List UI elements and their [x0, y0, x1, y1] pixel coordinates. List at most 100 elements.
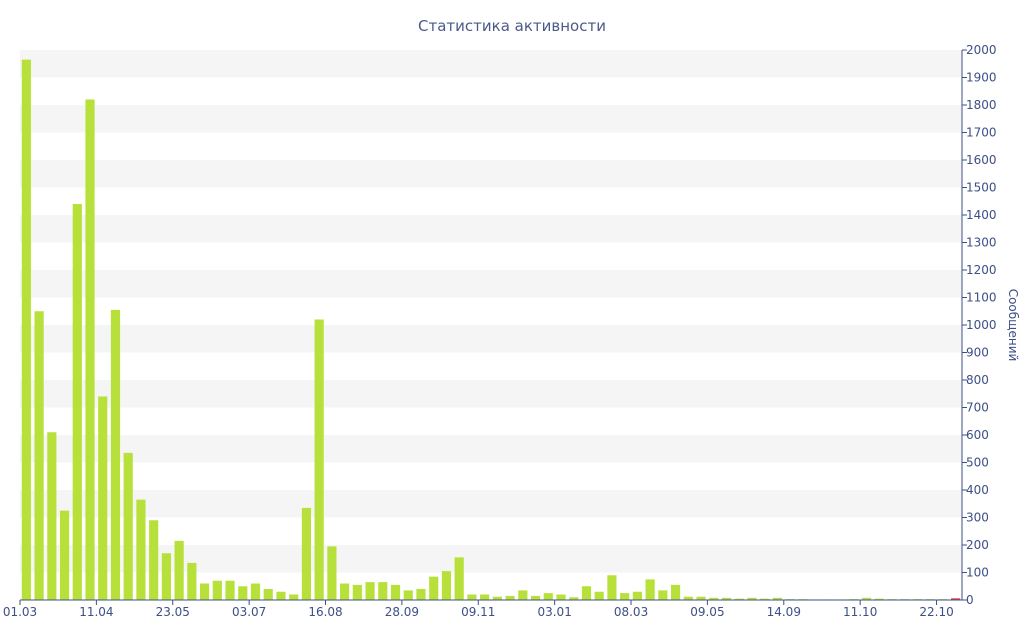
bar [594, 591, 604, 600]
grid-band [20, 270, 962, 298]
bar [340, 583, 350, 600]
bar [467, 594, 477, 600]
y-tick-label: 500 [966, 456, 989, 470]
y-tick-label: 1200 [966, 263, 997, 277]
bar [721, 597, 732, 600]
bar [581, 586, 592, 600]
y-tick-label: 400 [966, 483, 989, 497]
bar [85, 99, 95, 600]
y-tick-label: 1800 [966, 98, 997, 112]
bar [530, 595, 541, 601]
grid-band [20, 490, 962, 518]
grid-band [20, 105, 962, 133]
y-axis-ticks: 0 100 200 300 400 500 600 700 800 900 1000 1100 1200… [962, 43, 997, 607]
bar [200, 583, 210, 600]
bar [658, 590, 668, 601]
bar [110, 309, 121, 601]
chart-title: Статистика активности [418, 17, 606, 35]
bar [72, 204, 82, 600]
bar [136, 499, 146, 601]
x-tick-label: 11.04 [79, 605, 113, 619]
y-tick-label: 100 [966, 566, 989, 580]
grid-band [20, 215, 962, 243]
grid-band [20, 545, 962, 573]
bar [441, 571, 452, 601]
bar [772, 597, 783, 600]
grid-band [20, 435, 962, 463]
y-tick-label: 1000 [966, 318, 997, 332]
bar [390, 584, 401, 601]
bar [225, 580, 235, 600]
bar [212, 580, 222, 600]
y-tick-label: 0 [966, 593, 974, 607]
bar [429, 576, 439, 601]
bar [352, 584, 362, 601]
bar [276, 591, 286, 600]
x-axis-ticks: 01.03 11.04 23.05 03.07 16.08 28.09 09.11 03.01… [3, 600, 954, 619]
bar [760, 598, 770, 601]
y-axis-title: Сообщений [1006, 289, 1020, 362]
bar [123, 452, 133, 601]
grid-band [20, 325, 962, 353]
grid-band [20, 50, 962, 78]
x-tick-label: 11.10 [843, 605, 877, 619]
bar [874, 598, 884, 601]
bar [632, 591, 642, 600]
bar [378, 582, 388, 601]
bar [951, 598, 961, 600]
y-tick-label: 800 [966, 373, 989, 387]
x-tick-label: 14.09 [767, 605, 801, 619]
bar [683, 596, 693, 600]
bar [556, 594, 566, 600]
bar [671, 584, 681, 601]
bar [543, 593, 553, 601]
bar [416, 589, 426, 600]
y-tick-label: 2000 [966, 43, 997, 57]
bar [161, 553, 171, 600]
bar [289, 594, 299, 600]
bar [709, 597, 719, 600]
grid-bands [20, 50, 962, 573]
bar [174, 540, 184, 601]
grid-band [20, 160, 962, 188]
y-tick-label: 1300 [966, 236, 997, 250]
x-tick-label: 01.03 [3, 605, 37, 619]
y-tick-label: 900 [966, 346, 989, 360]
bar [149, 520, 159, 600]
x-tick-label: 09.05 [690, 605, 724, 619]
y-tick-label: 1900 [966, 71, 997, 85]
x-tick-label: 03.01 [537, 605, 571, 619]
y-tick-label: 600 [966, 428, 989, 442]
x-tick-label: 09.11 [461, 605, 495, 619]
bar [645, 579, 655, 601]
bar [569, 597, 579, 600]
bar [301, 507, 312, 601]
bar [98, 396, 108, 600]
y-tick-label: 1400 [966, 208, 997, 222]
x-tick-label: 08.03 [614, 605, 648, 619]
y-tick-label: 1600 [966, 153, 997, 167]
bar [696, 596, 706, 600]
x-tick-label: 23.05 [156, 605, 190, 619]
x-tick-label: 16.08 [308, 605, 342, 619]
bar [480, 594, 490, 600]
y-tick-label: 700 [966, 401, 989, 415]
bar [403, 590, 413, 601]
bar [747, 597, 757, 600]
bar [21, 59, 31, 601]
x-tick-label: 03.07 [232, 605, 266, 619]
bar [327, 546, 337, 601]
bar [518, 590, 528, 601]
y-tick-label: 1500 [966, 181, 997, 195]
bar [861, 597, 872, 600]
bar [187, 562, 197, 601]
bar [454, 557, 464, 601]
x-tick-label: 28.09 [385, 605, 419, 619]
bar [607, 575, 617, 600]
y-tick-label: 200 [966, 538, 989, 552]
bar [34, 311, 44, 600]
y-tick-label: 300 [966, 511, 989, 525]
y-tick-label: 1100 [966, 291, 997, 305]
x-tick-label: 22.10 [919, 605, 953, 619]
